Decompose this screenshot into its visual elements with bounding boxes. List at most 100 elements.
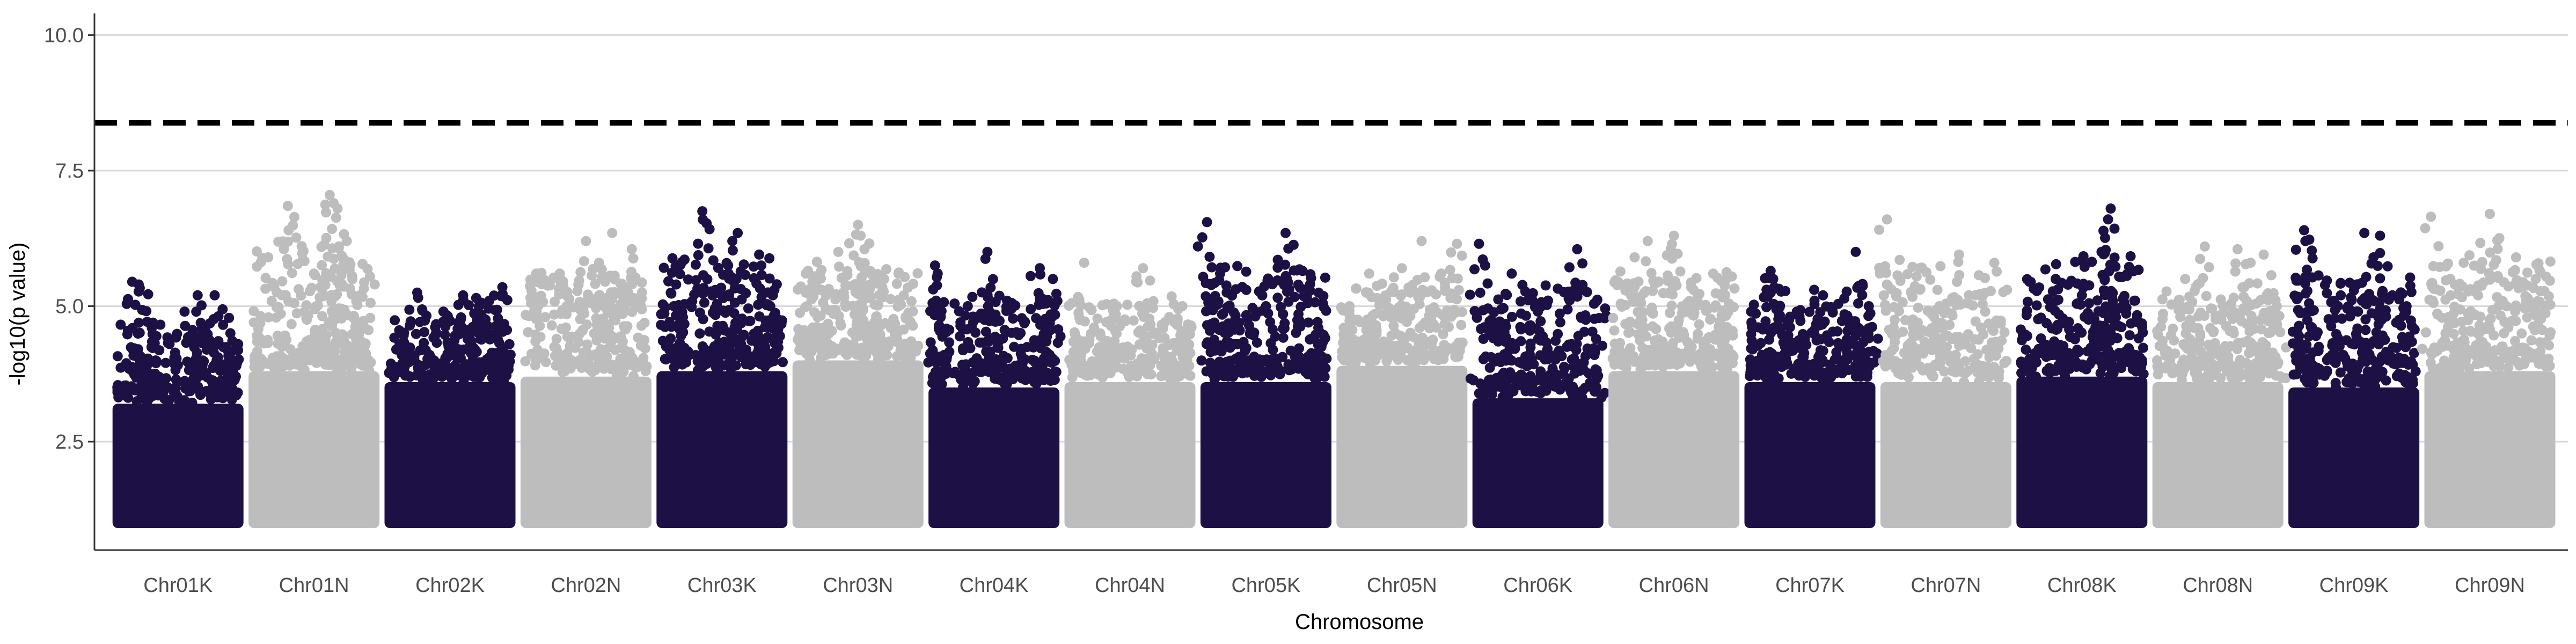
point [1299,360,1310,371]
point [1989,258,2000,268]
point [748,261,759,272]
point [619,302,630,312]
point [2153,330,2163,340]
point [590,279,601,289]
point [2290,244,2301,255]
point-peak [1494,317,1504,328]
point [1159,354,1170,364]
point [762,299,773,310]
point [1253,307,1263,318]
point [1927,323,1937,334]
point [1242,361,1253,371]
point [1480,260,1490,271]
point [336,264,347,274]
point [1475,288,1485,298]
point [908,320,918,331]
point [1902,269,1913,280]
point [453,299,464,310]
point [1577,392,1587,403]
point [1252,338,1262,348]
point [1318,291,1329,302]
point [1527,288,1538,298]
point [704,224,715,235]
point [2263,295,2273,305]
point [346,363,357,374]
point-peak [412,287,422,298]
point [1555,317,1565,328]
point [1075,300,1086,311]
point [1972,349,1983,360]
point-peak [1436,268,1446,279]
point [1457,306,1467,317]
point [2497,341,2508,352]
point [301,300,312,311]
point-peak [1215,268,1225,279]
point [795,308,805,318]
point [961,359,971,370]
point [2336,277,2346,288]
point [635,340,646,351]
point-peak [2530,274,2541,284]
point [359,322,370,333]
point [1306,273,1316,283]
point [1552,370,1562,380]
point [2475,238,2486,248]
point [1629,356,1640,367]
point [2406,336,2417,347]
point [272,331,283,341]
point [1613,358,1623,369]
point-peak [2180,274,2191,284]
point [2225,341,2236,352]
point [2406,321,2417,332]
point [1906,287,1916,297]
point [1196,355,1207,366]
point [2230,266,2241,277]
point [1192,241,1203,252]
point [554,289,565,299]
point [675,338,685,348]
point [2186,352,2197,362]
point [2021,345,2031,355]
point [283,225,294,236]
point [123,294,133,304]
point-peak [2485,209,2495,219]
point [1692,333,1703,344]
point [112,351,123,362]
point [795,281,806,292]
point [2138,342,2148,353]
point-peak [697,206,708,217]
point [2507,316,2518,326]
point [574,297,585,308]
point [1122,299,1133,310]
point [492,328,502,339]
point [950,367,961,377]
point [1542,345,1553,356]
point-band-Chr08N [2152,382,2284,528]
point [1792,367,1803,377]
point [523,311,534,321]
point [2440,328,2451,339]
point [987,274,998,284]
point [1206,262,1217,273]
point [1721,343,1732,354]
point [1241,310,1252,320]
point [1289,291,1300,302]
point [667,253,678,264]
point [2245,300,2256,311]
point [1502,290,1512,301]
point [703,243,714,254]
point [753,299,764,310]
point [467,354,478,365]
point [1649,279,1660,289]
point [1947,310,1958,321]
point [1131,271,1142,282]
point [1788,338,1799,348]
point [2273,357,2284,368]
point [1234,317,1245,328]
point [729,308,740,319]
point [263,312,274,323]
point [1686,352,1696,362]
point [730,337,741,348]
point [430,330,441,341]
point-band-Chr09N [2424,371,2556,528]
